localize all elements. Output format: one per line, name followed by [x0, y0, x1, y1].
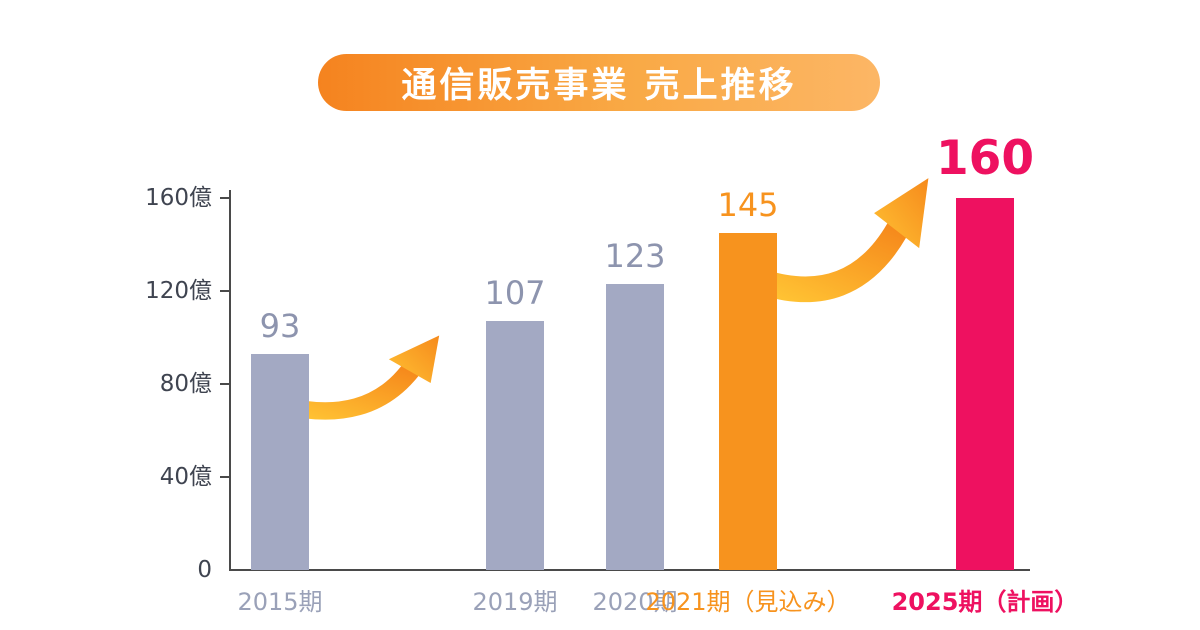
bar-2015期: [251, 353, 309, 570]
bar-2020期: [606, 284, 664, 570]
x-axis-label: 2020期: [592, 588, 678, 616]
chart-title: 通信販売事業 売上推移: [401, 66, 797, 106]
value-label: 93: [259, 306, 301, 345]
x-axis-label: 2025期（計画）: [891, 588, 1079, 616]
y-tick-mark: [220, 383, 231, 385]
value-label: 107: [484, 274, 546, 313]
y-tick-label: 160億: [145, 185, 212, 211]
chart-title-banner: 通信販売事業 売上推移: [318, 54, 880, 111]
y-tick-mark: [220, 290, 231, 292]
x-axis-label: 2021期（見込み）: [645, 588, 851, 616]
value-label: 145: [717, 185, 779, 224]
x-axis-label: 2019期: [472, 588, 558, 616]
y-tick-mark: [220, 197, 231, 199]
y-tick-label: 40億: [159, 464, 212, 490]
value-label: 123: [604, 237, 666, 276]
bar-2021期（見込み）: [719, 232, 777, 570]
growth-arrow-icon: [751, 178, 929, 303]
x-axis-label: 2015期: [237, 588, 323, 616]
bar-2025期（計画）: [956, 198, 1014, 570]
y-axis-line: [229, 190, 231, 571]
y-tick-label: 120億: [145, 278, 212, 304]
y-tick-label: 0: [197, 557, 212, 583]
x-axis-line: [229, 569, 1030, 571]
y-tick-label: 80億: [159, 371, 212, 397]
y-tick-mark: [220, 476, 231, 478]
bar-2019期: [486, 321, 544, 570]
value-label: 160: [935, 131, 1035, 186]
